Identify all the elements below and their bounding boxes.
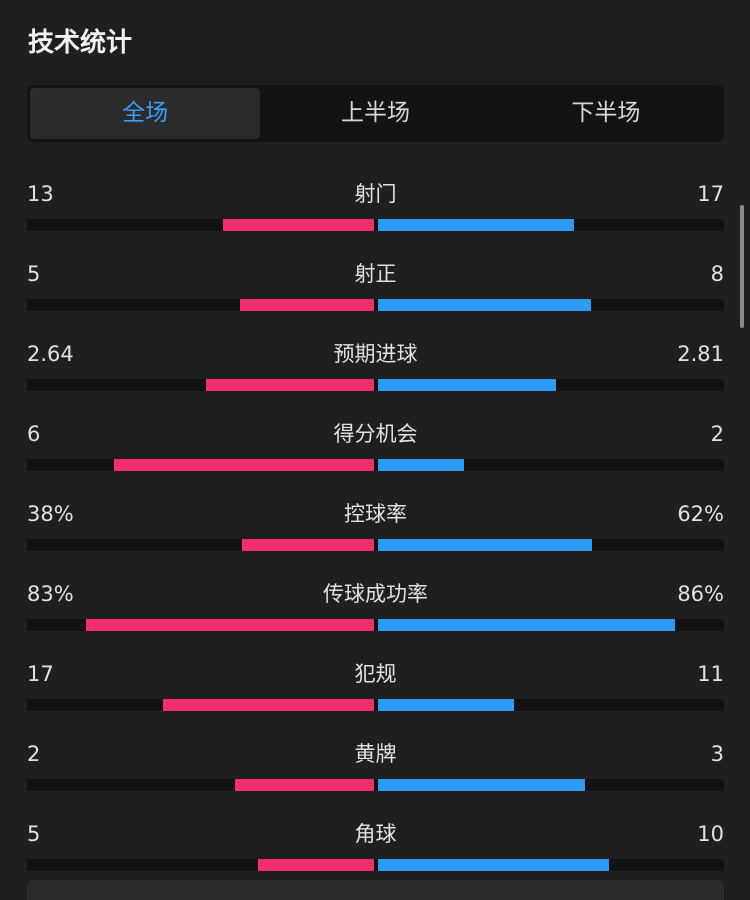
away-value: 2.81 <box>677 342 724 366</box>
home-bar <box>234 779 374 791</box>
away-bar <box>377 619 676 631</box>
away-bar <box>377 379 557 391</box>
bar-track <box>27 779 724 791</box>
tab-bar: 全场 上半场 下半场 <box>27 85 724 142</box>
stat-row: 5 角球 10 <box>27 820 724 900</box>
home-bar <box>240 299 374 311</box>
away-bar <box>377 859 609 871</box>
home-value: 2.64 <box>27 342 74 366</box>
tab[interactable]: 下半场 <box>571 100 641 126</box>
home-value: 13 <box>27 182 54 206</box>
bar-track <box>27 539 724 551</box>
tab[interactable]: 全场 <box>30 88 261 139</box>
scrollbar <box>740 205 744 328</box>
bar-track <box>27 299 724 311</box>
bar-track <box>27 859 724 871</box>
away-value: 8 <box>710 262 724 286</box>
bar-track <box>27 219 724 231</box>
away-bar <box>377 779 586 791</box>
bar-track <box>27 379 724 391</box>
home-value: 5 <box>27 262 41 286</box>
away-bar <box>377 459 465 471</box>
away-bar <box>377 299 591 311</box>
away-value: 3 <box>710 742 724 766</box>
home-bar <box>163 699 374 711</box>
home-bar <box>85 619 374 631</box>
home-value: 5 <box>27 822 41 846</box>
away-value: 11 <box>697 662 724 686</box>
home-bar <box>258 859 374 871</box>
stat-name: 黄牌 <box>354 742 397 766</box>
bar-track <box>27 699 724 711</box>
home-bar <box>113 459 374 471</box>
stat-row: 38% 控球率 62% <box>27 500 724 580</box>
stat-name: 角球 <box>354 822 397 846</box>
stat-name: 预期进球 <box>333 342 418 366</box>
stat-row: 17 犯规 11 <box>27 660 724 740</box>
away-bar <box>377 219 574 231</box>
away-value: 10 <box>697 822 724 846</box>
away-bar <box>377 699 514 711</box>
home-bar <box>205 379 374 391</box>
stat-row: 2.64 预期进球 2.81 <box>27 340 724 420</box>
home-bar <box>223 219 374 231</box>
away-value: 86% <box>677 582 724 606</box>
stat-name: 传球成功率 <box>323 582 428 606</box>
stat-name: 犯规 <box>354 662 397 686</box>
stat-row: 13 射门 17 <box>27 180 724 260</box>
home-bar <box>241 539 374 551</box>
bar-track <box>27 619 724 631</box>
home-value: 83% <box>27 582 74 606</box>
home-value: 17 <box>27 662 54 686</box>
stat-name: 得分机会 <box>333 422 418 446</box>
home-value: 2 <box>27 742 41 766</box>
stat-row: 6 得分机会 2 <box>27 420 724 500</box>
tab[interactable]: 上半场 <box>340 100 410 126</box>
bar-track <box>27 459 724 471</box>
home-value: 38% <box>27 502 74 526</box>
home-value: 6 <box>27 422 41 446</box>
title: 技术统计 <box>28 28 133 58</box>
stat-row: 2 黄牌 3 <box>27 740 724 820</box>
stat-row: 5 射正 8 <box>27 260 724 340</box>
away-value: 62% <box>677 502 724 526</box>
stat-row: 83% 传球成功率 86% <box>27 580 724 660</box>
stat-name: 射正 <box>354 262 397 286</box>
away-bar <box>377 539 593 551</box>
stat-name: 控球率 <box>344 502 407 526</box>
next-card <box>27 880 724 900</box>
away-value: 17 <box>697 182 724 206</box>
away-value: 2 <box>710 422 724 446</box>
stat-name: 射门 <box>354 182 397 206</box>
